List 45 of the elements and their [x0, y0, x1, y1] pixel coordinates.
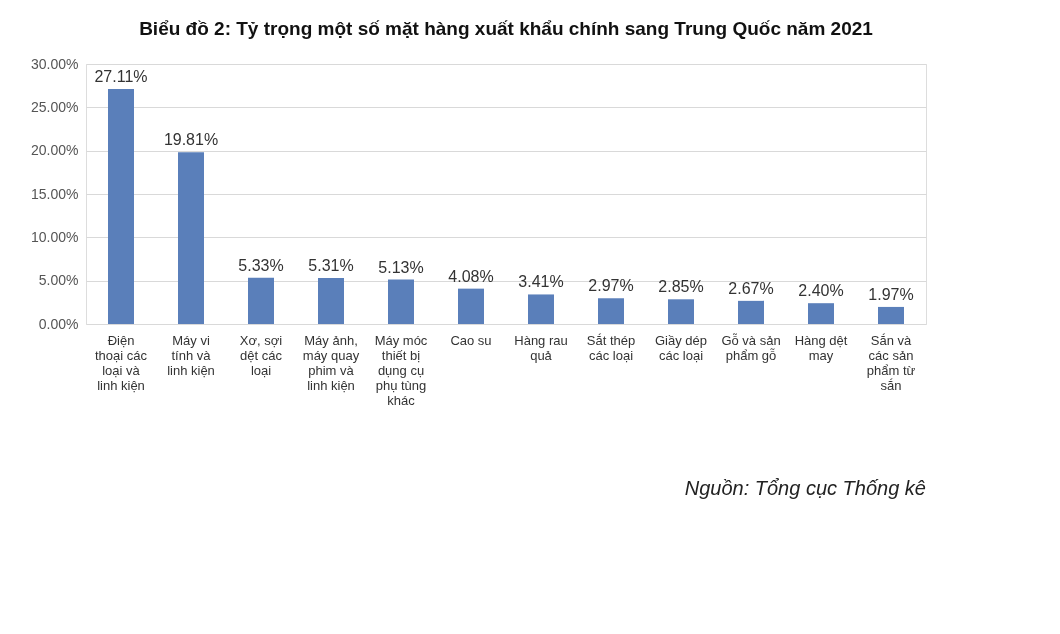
data-label: 3.41%: [518, 273, 564, 291]
bar: [388, 279, 414, 324]
y-tick-label: 5.00%: [38, 272, 79, 289]
data-label: 2.97%: [588, 277, 634, 295]
bar: [108, 89, 134, 324]
x-tick-label: Cao su: [450, 332, 492, 348]
y-tick-label: 20.00%: [31, 142, 79, 159]
bar: [598, 298, 624, 324]
y-tick-label: 10.00%: [31, 228, 79, 245]
x-tick-label: Sắt thép các loại: [586, 332, 636, 363]
x-tick-label: Gỗ và sản phẩm gỗ: [721, 332, 781, 363]
y-tick-label: 0.00%: [38, 315, 79, 332]
x-tick-label: Máy ảnh, máy quay phim và linh kiện: [302, 332, 360, 393]
chart-title: Biểu đồ 2: Tỷ trọng một số mặt hàng xuất khẩu chính sang Trung Quốc năm 2021: [139, 18, 874, 39]
data-label: 5.13%: [378, 258, 424, 276]
x-tick-label: Sắn và các sản phẩm từ sắn: [866, 332, 916, 393]
data-label: 5.33%: [238, 256, 284, 274]
data-label: 27.11%: [94, 68, 148, 86]
data-label: 2.67%: [728, 279, 774, 297]
data-label: 1.97%: [868, 285, 914, 303]
bar: [248, 277, 274, 324]
data-label: 19.81%: [163, 131, 219, 149]
bar: [318, 277, 344, 324]
bar: [878, 306, 904, 324]
bar: [458, 288, 484, 324]
x-tick-label: Hàng dệt may: [794, 332, 848, 363]
bar: [808, 303, 834, 324]
x-tick-label: Hàng rau quả: [514, 332, 568, 363]
y-tick-label: 15.00%: [31, 185, 79, 202]
y-tick-label: 25.00%: [31, 98, 79, 115]
x-tick-label: Xơ, sợi dệt các loại: [239, 332, 283, 378]
data-label: 2.40%: [798, 282, 844, 300]
data-label: 5.31%: [308, 256, 354, 274]
y-tick-label: 30.00%: [31, 55, 79, 72]
data-label: 4.08%: [448, 267, 494, 285]
x-tick-label: Điện thoại các loại và linh kiện: [94, 332, 148, 393]
x-tick-label: Máy móc thiết bị dụng cụ phụ tùng khác: [374, 332, 428, 408]
bar: [668, 299, 694, 324]
bar: [738, 300, 764, 324]
x-tick-label: Giầy dép các loại: [654, 332, 708, 363]
bar: [178, 152, 204, 324]
x-tick-label: Máy vi tính và linh kiện: [167, 332, 215, 378]
bar: [528, 294, 554, 324]
text: Nguồn: Tổng cục Thống kê: [684, 477, 926, 499]
data-label: 2.85%: [658, 278, 704, 296]
